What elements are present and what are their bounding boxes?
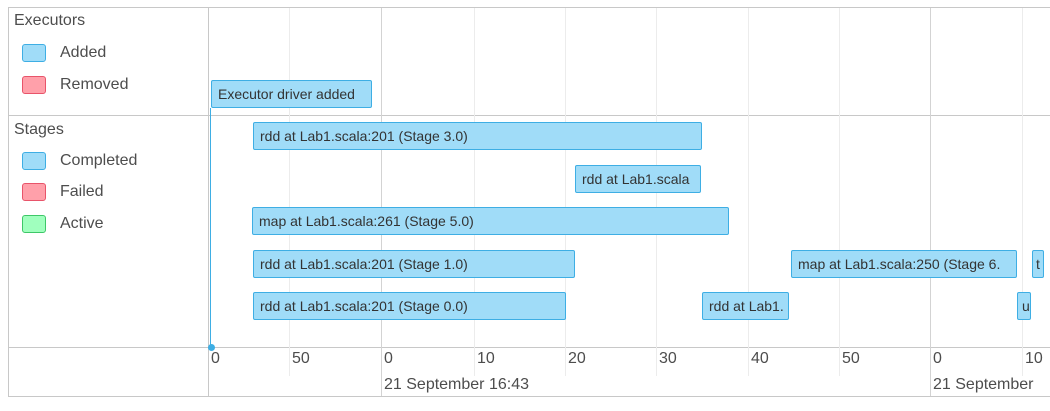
- axis-tick-label: 50: [292, 350, 310, 367]
- stage-bar[interactable]: rdd at Lab1.scala:201 (Stage 1.0): [253, 250, 575, 278]
- legend-panel-divider: [208, 7, 209, 397]
- axis-tick-label: 40: [751, 350, 769, 367]
- grid-line-major: [930, 8, 931, 396]
- stage-bar[interactable]: rdd at Lab1.scala:201 (Stage 3.0): [253, 122, 702, 150]
- grid-line: [565, 8, 566, 376]
- legend-added-label: Added: [60, 44, 107, 61]
- axis-divider: [8, 347, 1050, 348]
- legend-failed: Failed: [22, 181, 104, 203]
- stage-bar[interactable]: u: [1017, 292, 1031, 320]
- bottom-border: [8, 396, 1050, 397]
- axis-tick-label: 0: [211, 350, 220, 367]
- executors-group-label: Executors: [14, 12, 86, 29]
- legend-active: Active: [22, 213, 104, 235]
- stage-bar[interactable]: rdd at Lab1.: [702, 292, 789, 320]
- legend-active-label: Active: [60, 215, 104, 232]
- executor-added-marker-line: [210, 108, 211, 348]
- stage-bar[interactable]: map at Lab1.scala:250 (Stage 6.: [791, 250, 1017, 278]
- axis-major-label: 21 September: [933, 376, 1034, 393]
- executors-stages-divider: [8, 115, 1050, 116]
- legend-failed-label: Failed: [60, 183, 104, 200]
- axis-tick-label: 30: [659, 350, 677, 367]
- legend-removed: Removed: [22, 74, 128, 96]
- stage-bar[interactable]: map at Lab1.scala:261 (Stage 5.0): [252, 207, 729, 235]
- executor-point-marker[interactable]: [208, 344, 215, 351]
- stages-group-label: Stages: [14, 121, 64, 138]
- grid-line: [474, 8, 475, 376]
- axis-tick-label: 0: [933, 350, 942, 367]
- axis-tick-label: 10: [1025, 350, 1043, 367]
- grid-line-major: [381, 8, 382, 396]
- executor-added-event[interactable]: Executor driver added: [211, 80, 372, 108]
- completed-swatch: [22, 152, 46, 170]
- grid-line: [748, 8, 749, 376]
- axis-major-label: 21 September 16:43: [384, 376, 529, 393]
- left-border: [8, 7, 9, 397]
- legend-added: Added: [22, 42, 106, 64]
- stage-bar[interactable]: rdd at Lab1.scala:201 (Stage 0.0): [253, 292, 566, 320]
- axis-tick-label: 20: [568, 350, 586, 367]
- top-border: [8, 7, 1050, 8]
- active-swatch: [22, 215, 46, 233]
- legend-completed-label: Completed: [60, 152, 138, 169]
- stage-bar[interactable]: rdd at Lab1.scala: [575, 165, 701, 193]
- axis-tick-label: 0: [384, 350, 393, 367]
- stage-bar[interactable]: t: [1032, 250, 1044, 278]
- added-swatch: [22, 44, 46, 62]
- axis-tick-label: 10: [477, 350, 495, 367]
- legend-completed: Completed: [22, 150, 137, 172]
- grid-line: [839, 8, 840, 376]
- legend-removed-label: Removed: [60, 76, 129, 93]
- grid-line: [289, 8, 290, 376]
- removed-swatch: [22, 76, 46, 94]
- failed-swatch: [22, 183, 46, 201]
- grid-line: [1022, 8, 1023, 376]
- axis-tick-label: 50: [842, 350, 860, 367]
